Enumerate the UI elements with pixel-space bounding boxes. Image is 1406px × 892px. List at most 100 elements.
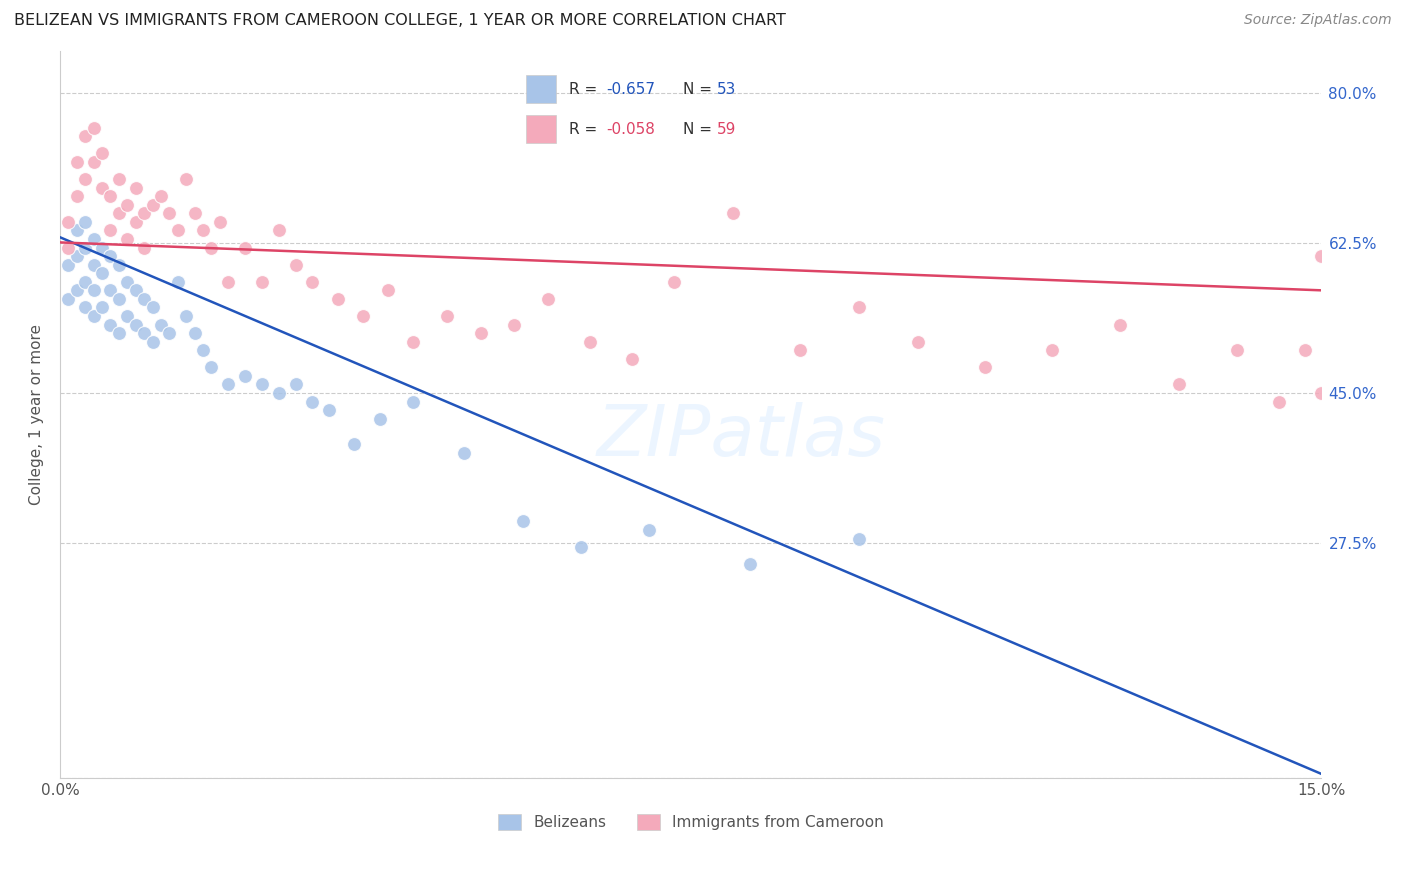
Point bbox=[503, 318, 526, 332]
Point bbox=[1310, 249, 1333, 263]
Point bbox=[91, 266, 114, 280]
Point bbox=[284, 258, 307, 272]
Text: -0.058: -0.058 bbox=[606, 121, 655, 136]
Point bbox=[267, 223, 290, 237]
Point bbox=[75, 129, 97, 144]
Point bbox=[125, 215, 148, 229]
Legend: Belizeans, Immigrants from Cameroon: Belizeans, Immigrants from Cameroon bbox=[492, 808, 890, 836]
Point bbox=[75, 241, 97, 255]
Point bbox=[1108, 318, 1130, 332]
Point bbox=[75, 172, 97, 186]
Point bbox=[453, 446, 475, 460]
Text: R =: R = bbox=[569, 82, 602, 97]
Point bbox=[470, 326, 492, 340]
Point bbox=[1167, 377, 1189, 392]
Text: R =: R = bbox=[569, 121, 602, 136]
Point bbox=[267, 386, 290, 401]
Point bbox=[125, 180, 148, 194]
Point bbox=[58, 258, 80, 272]
Point bbox=[58, 215, 80, 229]
Point bbox=[149, 189, 172, 203]
Point bbox=[75, 301, 97, 315]
Point bbox=[662, 275, 685, 289]
Point bbox=[1294, 343, 1316, 358]
Y-axis label: College, 1 year or more: College, 1 year or more bbox=[30, 324, 44, 505]
Text: -0.657: -0.657 bbox=[606, 82, 655, 97]
Point bbox=[66, 155, 89, 169]
Point bbox=[100, 318, 122, 332]
Point bbox=[907, 334, 929, 349]
Point bbox=[100, 223, 122, 237]
Point bbox=[108, 172, 131, 186]
Point bbox=[208, 215, 231, 229]
Point bbox=[233, 368, 256, 383]
Point bbox=[134, 206, 156, 220]
Point bbox=[1040, 343, 1063, 358]
Point bbox=[83, 258, 105, 272]
Point bbox=[352, 309, 374, 323]
Point bbox=[1226, 343, 1249, 358]
Point bbox=[83, 232, 105, 246]
Point bbox=[974, 360, 997, 375]
Point bbox=[83, 309, 105, 323]
Point bbox=[117, 309, 139, 323]
Point bbox=[83, 120, 105, 135]
Point bbox=[91, 301, 114, 315]
FancyBboxPatch shape bbox=[526, 76, 557, 103]
Point bbox=[191, 223, 214, 237]
Point bbox=[579, 334, 602, 349]
Point bbox=[100, 249, 122, 263]
Text: 59: 59 bbox=[717, 121, 737, 136]
Point bbox=[166, 275, 188, 289]
Point bbox=[343, 437, 366, 451]
Point bbox=[200, 360, 222, 375]
Text: N =: N = bbox=[683, 82, 717, 97]
Point bbox=[537, 292, 560, 306]
Point bbox=[183, 206, 205, 220]
Point bbox=[436, 309, 458, 323]
Point bbox=[75, 275, 97, 289]
Point bbox=[91, 180, 114, 194]
Point bbox=[83, 283, 105, 297]
Text: ZIPatlas: ZIPatlas bbox=[596, 401, 886, 471]
Point bbox=[108, 292, 131, 306]
Point bbox=[301, 275, 323, 289]
Point bbox=[58, 241, 80, 255]
Point bbox=[149, 318, 172, 332]
Point bbox=[66, 223, 89, 237]
Point bbox=[100, 189, 122, 203]
Point bbox=[402, 394, 425, 409]
Point bbox=[848, 532, 870, 546]
Point bbox=[134, 292, 156, 306]
Point bbox=[157, 326, 180, 340]
Point bbox=[217, 275, 239, 289]
Point bbox=[250, 275, 273, 289]
Point bbox=[125, 318, 148, 332]
Point bbox=[250, 377, 273, 392]
Point bbox=[200, 241, 222, 255]
Point bbox=[1268, 394, 1291, 409]
Point bbox=[620, 351, 643, 366]
Point bbox=[66, 283, 89, 297]
Point bbox=[284, 377, 307, 392]
Point bbox=[66, 189, 89, 203]
Point bbox=[141, 198, 163, 212]
Text: N =: N = bbox=[683, 121, 717, 136]
Point bbox=[134, 326, 156, 340]
Point bbox=[100, 283, 122, 297]
Point bbox=[117, 232, 139, 246]
Point bbox=[512, 515, 534, 529]
Point bbox=[174, 309, 197, 323]
Point bbox=[75, 215, 97, 229]
Point bbox=[721, 206, 744, 220]
Point bbox=[117, 275, 139, 289]
Point bbox=[191, 343, 214, 358]
Point bbox=[318, 403, 340, 417]
Point bbox=[233, 241, 256, 255]
Point bbox=[166, 223, 188, 237]
Point bbox=[117, 198, 139, 212]
Point bbox=[217, 377, 239, 392]
Point bbox=[108, 206, 131, 220]
Point bbox=[301, 394, 323, 409]
Point bbox=[571, 540, 593, 554]
